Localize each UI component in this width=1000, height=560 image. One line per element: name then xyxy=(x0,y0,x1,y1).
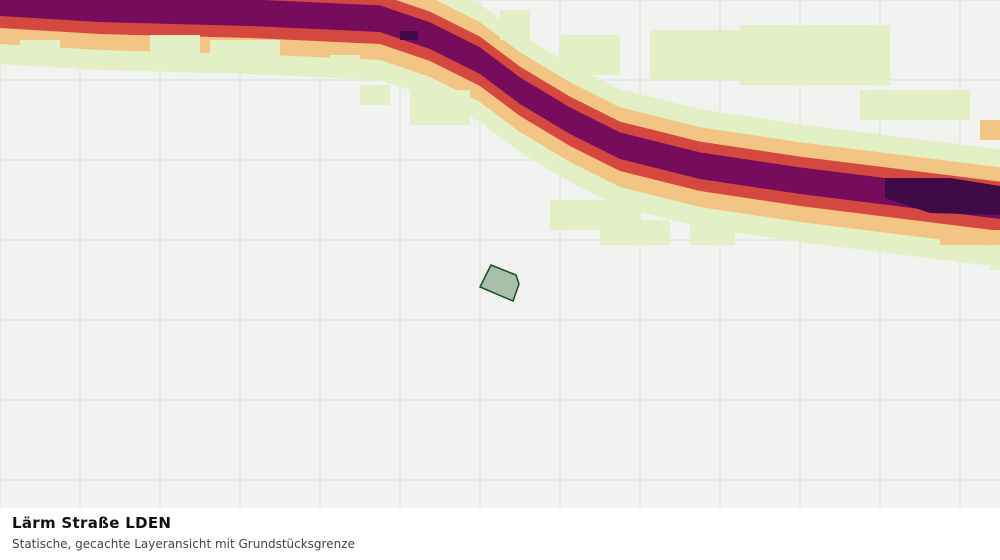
noise-patch xyxy=(360,85,390,105)
noise-patch xyxy=(500,10,530,40)
noise-patch xyxy=(210,40,280,68)
layer-title: Lärm Straße LDEN xyxy=(12,514,172,532)
tile-grid xyxy=(0,0,1000,508)
legend-footer: Lärm Straße LDEN Statische, gecachte Lay… xyxy=(0,508,1000,560)
noise-patch xyxy=(940,230,1000,245)
noise-patch xyxy=(330,55,360,77)
noise-core xyxy=(885,178,1000,215)
noise-patch xyxy=(150,35,200,57)
noise-layer xyxy=(0,0,1000,270)
noise-patch xyxy=(560,35,620,75)
noise-patch xyxy=(860,90,970,120)
layer-subtitle: Statische, gecachte Layeransicht mit Gru… xyxy=(12,537,355,551)
noise-band xyxy=(0,0,1000,219)
map-view xyxy=(0,0,1000,508)
noise-patch xyxy=(20,40,60,65)
noise-patch xyxy=(740,25,890,85)
noise-patch xyxy=(990,245,1000,270)
parcel-boundary[interactable] xyxy=(478,264,520,303)
noise-patch xyxy=(980,120,1000,140)
noise-patch xyxy=(600,220,670,245)
noise-patch xyxy=(410,90,470,125)
noise-patch xyxy=(690,215,735,245)
noise-core xyxy=(400,31,418,40)
